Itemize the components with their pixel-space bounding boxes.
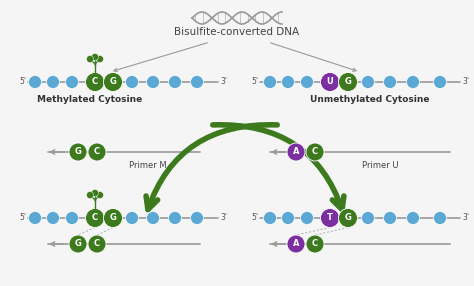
Circle shape <box>320 72 339 92</box>
Circle shape <box>91 53 99 61</box>
Circle shape <box>264 76 276 88</box>
Circle shape <box>87 192 93 198</box>
Circle shape <box>407 76 419 88</box>
Circle shape <box>85 72 104 92</box>
Circle shape <box>338 72 357 92</box>
Circle shape <box>146 76 159 88</box>
Circle shape <box>65 76 79 88</box>
Circle shape <box>88 143 106 161</box>
Circle shape <box>28 212 42 225</box>
Circle shape <box>65 212 79 225</box>
Text: 3': 3' <box>220 78 228 86</box>
Circle shape <box>434 76 447 88</box>
Text: 5': 5' <box>19 214 27 223</box>
Circle shape <box>146 212 159 225</box>
Text: 3': 3' <box>463 214 470 223</box>
Text: G: G <box>345 214 351 223</box>
Circle shape <box>96 192 103 198</box>
Circle shape <box>362 76 374 88</box>
Text: C: C <box>94 148 100 156</box>
Circle shape <box>362 212 374 225</box>
Circle shape <box>191 212 203 225</box>
Text: Primer M: Primer M <box>129 160 167 170</box>
Text: A: A <box>293 148 299 156</box>
Text: U: U <box>327 78 333 86</box>
Text: A: A <box>293 239 299 249</box>
Text: C: C <box>92 214 98 223</box>
Text: G: G <box>74 148 82 156</box>
Circle shape <box>85 208 104 227</box>
Text: Methylated Cytosine: Methylated Cytosine <box>37 94 143 104</box>
Circle shape <box>46 76 60 88</box>
Text: C: C <box>94 239 100 249</box>
Circle shape <box>126 76 138 88</box>
Circle shape <box>301 212 313 225</box>
Text: 3': 3' <box>463 78 470 86</box>
Circle shape <box>126 212 138 225</box>
Text: G: G <box>109 78 117 86</box>
Circle shape <box>46 212 60 225</box>
Circle shape <box>306 143 324 161</box>
Circle shape <box>87 55 93 63</box>
Circle shape <box>282 76 294 88</box>
Text: G: G <box>109 214 117 223</box>
Text: Unmethylated Cytosine: Unmethylated Cytosine <box>310 94 430 104</box>
Text: Bisulfite-converted DNA: Bisulfite-converted DNA <box>174 27 300 37</box>
Circle shape <box>320 208 339 227</box>
Circle shape <box>264 212 276 225</box>
Circle shape <box>338 208 357 227</box>
Circle shape <box>407 212 419 225</box>
Circle shape <box>168 212 182 225</box>
Text: T: T <box>327 214 333 223</box>
Circle shape <box>96 55 103 63</box>
Text: C: C <box>92 78 98 86</box>
Circle shape <box>383 76 396 88</box>
Text: G: G <box>345 78 351 86</box>
Circle shape <box>191 76 203 88</box>
Text: C: C <box>312 148 318 156</box>
Circle shape <box>28 76 42 88</box>
Circle shape <box>434 212 447 225</box>
Circle shape <box>301 76 313 88</box>
Circle shape <box>103 72 122 92</box>
Circle shape <box>383 212 396 225</box>
Circle shape <box>287 235 305 253</box>
Circle shape <box>69 143 87 161</box>
Text: 5': 5' <box>252 78 258 86</box>
Circle shape <box>91 190 99 196</box>
Circle shape <box>168 76 182 88</box>
Text: C: C <box>312 239 318 249</box>
Circle shape <box>69 235 87 253</box>
Text: 5': 5' <box>19 78 27 86</box>
Text: Primer U: Primer U <box>362 160 398 170</box>
Circle shape <box>103 208 122 227</box>
Text: 3': 3' <box>220 214 228 223</box>
Circle shape <box>306 235 324 253</box>
Text: 5': 5' <box>252 214 258 223</box>
Text: G: G <box>74 239 82 249</box>
Circle shape <box>282 212 294 225</box>
Circle shape <box>287 143 305 161</box>
Circle shape <box>88 235 106 253</box>
